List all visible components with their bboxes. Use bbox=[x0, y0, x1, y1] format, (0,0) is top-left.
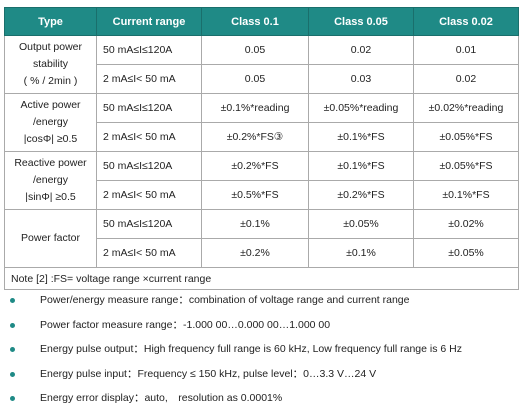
class-01-cell: 0.05 bbox=[201, 35, 309, 65]
class-002-cell: ±0.02% bbox=[413, 209, 519, 239]
table-note: Note [2] :FS= voltage range ×current ran… bbox=[4, 267, 519, 290]
class-01-cell: ±0.1%*reading bbox=[201, 93, 309, 123]
class-002-cell: ±0.02%*reading bbox=[413, 93, 519, 123]
bullet-text: Energy error display：auto, resolution as… bbox=[40, 392, 283, 404]
spec-bullet-list: Power/energy measure range：combination o… bbox=[0, 288, 525, 411]
class-005-cell: ±0.1%*FS bbox=[308, 122, 414, 152]
class-005-cell: ±0.2%*FS bbox=[308, 180, 414, 210]
class-005-cell: ±0.05%*reading bbox=[308, 93, 414, 123]
table-row: 2 mA≤I< 50 mA ±0.2%*FS③ ±0.1%*FS ±0.05%*… bbox=[5, 122, 519, 152]
class-002-cell: ±0.1%*FS bbox=[413, 180, 519, 210]
class-002-cell: ±0.05%*FS bbox=[413, 151, 519, 181]
class-002-cell: 0.02 bbox=[413, 64, 519, 94]
class-005-cell: ±0.1%*FS bbox=[308, 151, 414, 181]
range-cell: 2 mA≤I< 50 mA bbox=[96, 64, 202, 94]
table-row: Active power /energy |cosΦ| ≥0.5 50 mA≤I… bbox=[4, 93, 519, 152]
header-class-002: Class 0.02 bbox=[413, 7, 519, 36]
type-cell-active-power: Active power /energy |cosΦ| ≥0.5 bbox=[4, 93, 97, 152]
range-cell: 2 mA≤I< 50 mA bbox=[96, 238, 202, 268]
class-005-cell: ±0.1% bbox=[308, 238, 414, 268]
range-cell: 50 mA≤I≤120A bbox=[96, 151, 202, 181]
bullet-dot-icon bbox=[10, 347, 15, 352]
class-01-cell: ±0.2% bbox=[201, 238, 309, 268]
header-class-005: Class 0.05 bbox=[308, 7, 414, 36]
type-line: Power factor bbox=[21, 232, 80, 244]
type-line: |sinΦ| ≥0.5 bbox=[25, 191, 76, 203]
class-01-cell: 0.05 bbox=[201, 64, 309, 94]
list-item: Energy error display：auto, resolution as… bbox=[0, 386, 525, 411]
bullet-text: Power/energy measure range：combination o… bbox=[40, 294, 410, 306]
range-cell: 2 mA≤I< 50 mA bbox=[96, 122, 202, 152]
list-item: Energy pulse output：High frequency full … bbox=[0, 337, 525, 362]
class-002-cell: ±0.05%*FS bbox=[413, 122, 519, 152]
bullet-dot-icon bbox=[10, 371, 15, 377]
list-item: Energy pulse input：Frequency ≤ 150 kHz, … bbox=[0, 362, 525, 387]
type-line: Active power bbox=[20, 99, 81, 111]
bullet-text: Energy pulse output：High frequency full … bbox=[40, 343, 462, 355]
type-cell-reactive-power: Reactive power /energy |sinΦ| ≥0.5 bbox=[4, 151, 97, 210]
list-item: Power factor measure range：-1.000 00…0.0… bbox=[0, 313, 525, 338]
bullet-dot-icon bbox=[10, 396, 15, 401]
type-line: stability bbox=[32, 58, 68, 70]
table-row: Power factor 50 mA≤I≤120A ±0.1% ±0.05% ±… bbox=[4, 209, 519, 268]
table-row: Output power stability ( % / 2min ) 50 m… bbox=[4, 35, 519, 94]
range-cell: 50 mA≤I≤120A bbox=[96, 35, 202, 65]
range-cell: 2 mA≤I< 50 mA bbox=[96, 180, 202, 210]
type-line: |cosΦ| ≥0.5 bbox=[23, 133, 78, 145]
class-002-cell: 0.01 bbox=[413, 35, 519, 65]
class-005-cell: ±0.05% bbox=[308, 209, 414, 239]
list-item: Power/energy measure range：combination o… bbox=[0, 288, 525, 313]
class-002-cell: ±0.05% bbox=[413, 238, 519, 268]
type-line: /energy bbox=[32, 174, 69, 186]
bullet-text: Power factor measure range：-1.000 00…0.0… bbox=[40, 318, 331, 331]
type-line: Output power bbox=[18, 41, 83, 53]
type-cell-output-power: Output power stability ( % / 2min ) bbox=[4, 35, 97, 94]
header-current-range: Current range bbox=[96, 7, 202, 36]
type-cell-power-factor: Power factor bbox=[4, 209, 97, 268]
table-row: 2 mA≤I< 50 mA ±0.5%*FS ±0.2%*FS ±0.1%*FS bbox=[5, 180, 519, 210]
note-row: Note [2] :FS= voltage range ×current ran… bbox=[4, 267, 519, 290]
table-row: 2 mA≤I< 50 mA 0.05 0.03 0.02 bbox=[5, 64, 519, 94]
range-cell: 50 mA≤I≤120A bbox=[96, 93, 202, 123]
bullet-dot-icon bbox=[10, 322, 15, 328]
class-01-cell: ±0.5%*FS bbox=[201, 180, 309, 210]
class-01-cell: ±0.2%*FS③ bbox=[201, 122, 309, 152]
class-01-cell: ±0.1% bbox=[201, 209, 309, 239]
type-line: ( % / 2min ) bbox=[23, 75, 78, 87]
class-005-cell: 0.03 bbox=[308, 64, 414, 94]
spec-table: Type Current range Class 0.1 Class 0.05 … bbox=[4, 7, 519, 290]
table-row: Reactive power /energy |sinΦ| ≥0.5 50 mA… bbox=[4, 151, 519, 210]
header-class-01: Class 0.1 bbox=[201, 7, 309, 36]
range-cell: 50 mA≤I≤120A bbox=[96, 209, 202, 239]
table-row: 2 mA≤I< 50 mA ±0.2% ±0.1% ±0.05% bbox=[5, 238, 519, 268]
bullet-text: Energy pulse input：Frequency ≤ 150 kHz, … bbox=[40, 367, 377, 380]
header-row: Type Current range Class 0.1 Class 0.05 … bbox=[4, 7, 519, 36]
type-line: Reactive power bbox=[14, 157, 87, 169]
type-line: /energy bbox=[32, 116, 69, 128]
class-01-cell: ±0.2%*FS bbox=[201, 151, 309, 181]
class-005-cell: 0.02 bbox=[308, 35, 414, 65]
header-type: Type bbox=[4, 7, 97, 36]
bullet-dot-icon bbox=[10, 298, 15, 303]
